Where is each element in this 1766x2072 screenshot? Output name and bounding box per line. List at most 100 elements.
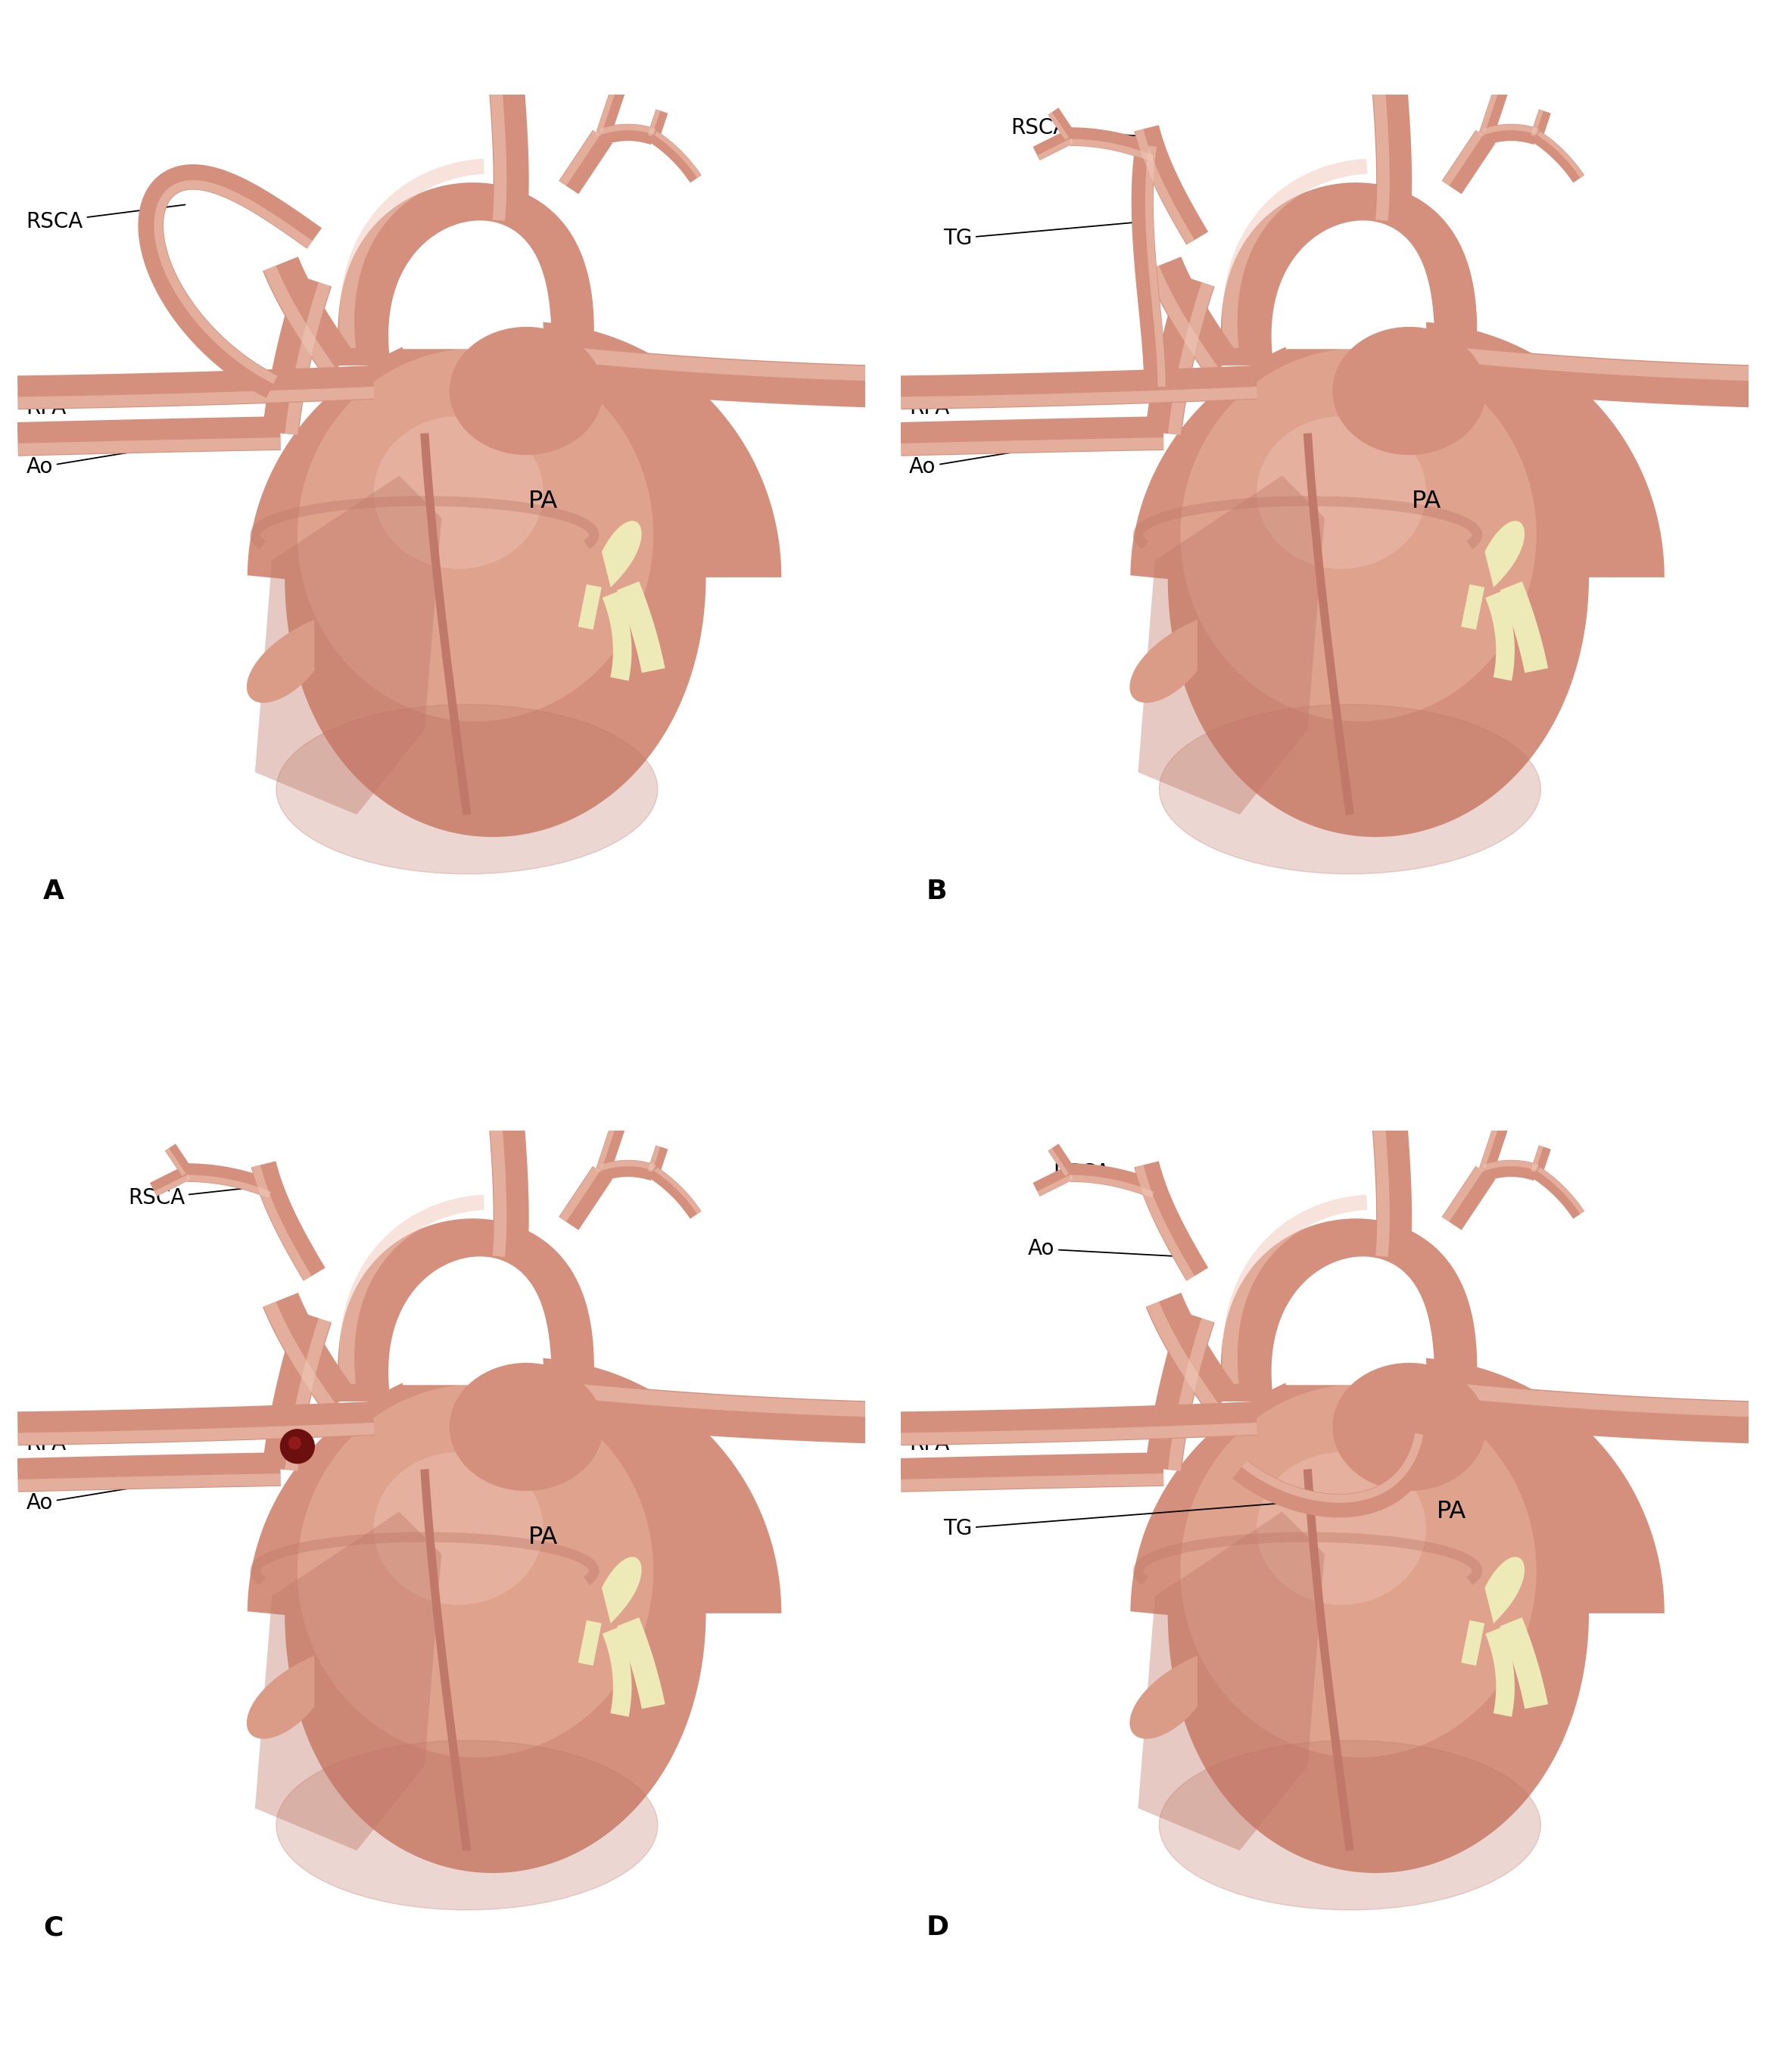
Text: RPA: RPA bbox=[909, 1426, 1111, 1455]
Text: RPA: RPA bbox=[909, 390, 1111, 419]
Polygon shape bbox=[1130, 620, 1197, 702]
Polygon shape bbox=[1241, 1434, 1423, 1502]
Polygon shape bbox=[1531, 110, 1543, 137]
Circle shape bbox=[290, 1438, 300, 1448]
Polygon shape bbox=[337, 1218, 593, 1401]
Polygon shape bbox=[251, 1531, 599, 1585]
Polygon shape bbox=[600, 1160, 657, 1181]
Polygon shape bbox=[1370, 1104, 1411, 1260]
Polygon shape bbox=[284, 282, 330, 435]
Polygon shape bbox=[1222, 1196, 1367, 1386]
Polygon shape bbox=[1370, 68, 1411, 224]
Polygon shape bbox=[1257, 1452, 1427, 1606]
Polygon shape bbox=[558, 1167, 613, 1231]
Polygon shape bbox=[487, 1104, 507, 1258]
Polygon shape bbox=[18, 387, 374, 408]
Polygon shape bbox=[487, 68, 528, 224]
Polygon shape bbox=[1222, 160, 1367, 350]
Text: TG: TG bbox=[943, 222, 1144, 249]
Ellipse shape bbox=[1158, 704, 1540, 874]
Polygon shape bbox=[1436, 346, 1766, 381]
Polygon shape bbox=[1180, 1384, 1536, 1757]
Polygon shape bbox=[487, 1104, 528, 1260]
Polygon shape bbox=[650, 1167, 701, 1218]
Polygon shape bbox=[549, 344, 883, 408]
Polygon shape bbox=[595, 1119, 618, 1173]
Polygon shape bbox=[1370, 68, 1390, 222]
Polygon shape bbox=[263, 1312, 332, 1471]
Polygon shape bbox=[602, 1558, 641, 1622]
Polygon shape bbox=[1070, 1162, 1158, 1198]
Polygon shape bbox=[901, 365, 1257, 410]
Polygon shape bbox=[1441, 131, 1496, 195]
Polygon shape bbox=[1070, 139, 1155, 162]
Circle shape bbox=[281, 1430, 314, 1463]
Polygon shape bbox=[1037, 139, 1074, 160]
Polygon shape bbox=[247, 321, 781, 837]
Polygon shape bbox=[1130, 1656, 1197, 1738]
Polygon shape bbox=[901, 1473, 1164, 1492]
Polygon shape bbox=[1460, 1620, 1485, 1666]
Polygon shape bbox=[1134, 124, 1208, 244]
Polygon shape bbox=[1136, 1164, 1194, 1280]
Polygon shape bbox=[1303, 433, 1355, 814]
Text: RPA: RPA bbox=[26, 1426, 228, 1455]
Polygon shape bbox=[901, 387, 1257, 408]
Polygon shape bbox=[18, 416, 281, 456]
Polygon shape bbox=[18, 1473, 281, 1492]
Polygon shape bbox=[1167, 282, 1213, 435]
Polygon shape bbox=[648, 110, 660, 137]
Text: RSCA: RSCA bbox=[127, 1185, 270, 1208]
Text: Ao: Ao bbox=[909, 435, 1111, 479]
Polygon shape bbox=[1533, 1167, 1584, 1218]
Polygon shape bbox=[1531, 110, 1551, 139]
Polygon shape bbox=[1483, 124, 1538, 135]
Polygon shape bbox=[577, 1620, 602, 1666]
Polygon shape bbox=[901, 1423, 1257, 1444]
Polygon shape bbox=[254, 477, 442, 814]
Polygon shape bbox=[1483, 124, 1540, 145]
Polygon shape bbox=[1483, 1160, 1540, 1181]
Polygon shape bbox=[1538, 1167, 1584, 1214]
Polygon shape bbox=[18, 437, 281, 456]
Polygon shape bbox=[650, 131, 701, 182]
Polygon shape bbox=[1070, 1175, 1155, 1198]
Polygon shape bbox=[1483, 1160, 1538, 1171]
Polygon shape bbox=[1146, 265, 1219, 375]
Polygon shape bbox=[1132, 143, 1166, 387]
Polygon shape bbox=[655, 131, 701, 178]
Polygon shape bbox=[600, 124, 655, 135]
Polygon shape bbox=[1144, 145, 1166, 387]
Polygon shape bbox=[1137, 1513, 1324, 1850]
Polygon shape bbox=[1478, 1119, 1501, 1173]
Polygon shape bbox=[616, 582, 666, 673]
Text: RSCA: RSCA bbox=[1053, 1162, 1153, 1185]
Polygon shape bbox=[1037, 1175, 1074, 1196]
Polygon shape bbox=[1286, 234, 1427, 348]
Polygon shape bbox=[247, 1656, 314, 1738]
Text: C: C bbox=[42, 1915, 64, 1941]
Polygon shape bbox=[1499, 1618, 1549, 1709]
Polygon shape bbox=[1485, 1627, 1515, 1718]
Polygon shape bbox=[253, 1164, 311, 1280]
Text: D: D bbox=[925, 1915, 948, 1941]
Polygon shape bbox=[1460, 584, 1485, 630]
Polygon shape bbox=[254, 1513, 442, 1850]
Polygon shape bbox=[247, 1656, 314, 1738]
Polygon shape bbox=[1146, 1301, 1219, 1411]
Polygon shape bbox=[1134, 1531, 1482, 1585]
Polygon shape bbox=[247, 1357, 781, 1873]
Polygon shape bbox=[166, 1148, 185, 1177]
Polygon shape bbox=[1130, 1656, 1197, 1738]
Polygon shape bbox=[247, 620, 314, 702]
Polygon shape bbox=[1478, 83, 1501, 137]
Polygon shape bbox=[1499, 582, 1549, 673]
Polygon shape bbox=[600, 124, 657, 145]
Polygon shape bbox=[560, 131, 600, 186]
Polygon shape bbox=[18, 1401, 374, 1446]
Text: RSCA: RSCA bbox=[1010, 118, 1144, 139]
Polygon shape bbox=[297, 1384, 653, 1757]
Polygon shape bbox=[374, 416, 544, 570]
Ellipse shape bbox=[1158, 1740, 1540, 1910]
Polygon shape bbox=[1033, 131, 1074, 160]
